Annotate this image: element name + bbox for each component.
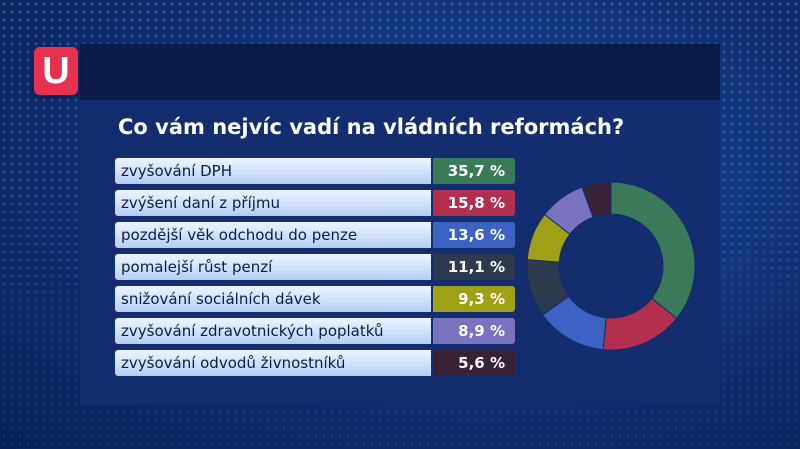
donut-slice [581, 181, 612, 218]
row-label: pomalejší růst penzí [115, 254, 431, 280]
legend-row: zvyšování zdravotnických poplatků 8,9 % [115, 318, 515, 344]
logo-letter: U [42, 50, 70, 92]
legend-row: zvyšování odvodů živnostníků 5,6 % [115, 350, 515, 376]
row-label: zvyšování zdravotnických poplatků [115, 318, 431, 344]
donut-slice [610, 181, 696, 320]
row-value: 5,6 % [433, 350, 515, 376]
row-label: zvýšení daní z příjmu [115, 190, 431, 216]
row-value: 35,7 % [433, 158, 515, 184]
legend-row: pozdější věk odchodu do penze 13,6 % [115, 222, 515, 248]
row-value: 9,3 % [433, 286, 515, 312]
channel-logo: U [34, 47, 78, 95]
legend-row: zvyšování DPH 35,7 % [115, 158, 515, 184]
row-label: zvyšování DPH [115, 158, 431, 184]
row-label: snižování sociálních dávek [115, 286, 431, 312]
legend-row: zvýšení daní z příjmu 15,8 % [115, 190, 515, 216]
chart-title: Co vám nejvíc vadí na vládních reformách… [118, 115, 625, 139]
row-value: 15,8 % [433, 190, 515, 216]
row-value: 8,9 % [433, 318, 515, 344]
row-label: zvyšování odvodů živnostníků [115, 350, 431, 376]
row-value: 11,1 % [433, 254, 515, 280]
legend-row: snižování sociálních dávek 9,3 % [115, 286, 515, 312]
donut-chart [526, 181, 696, 351]
legend-row: pomalejší růst penzí 11,1 % [115, 254, 515, 280]
row-label: pozdější věk odchodu do penze [115, 222, 431, 248]
row-value: 13,6 % [433, 222, 515, 248]
header-bar [80, 44, 720, 100]
